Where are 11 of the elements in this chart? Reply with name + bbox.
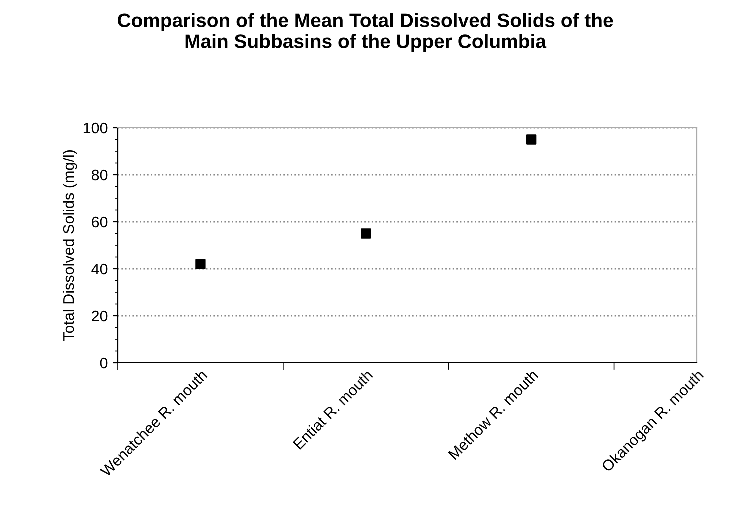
y-tick-label: 40 — [92, 264, 108, 275]
y-tick-label: 0 — [100, 358, 108, 369]
y-tick-label: 60 — [92, 216, 108, 228]
y-tick-label: 80 — [92, 170, 108, 181]
chart-title: Comparison of the Mean Total Dissolved Solids of the Main Subbasins of the Upper Columbia — [118, 13, 614, 52]
point — [526, 134, 537, 145]
y-axis-title: Total Dissolved Solids (mg/l) — [62, 150, 78, 342]
point — [196, 259, 206, 270]
y-tick-label: 20 — [92, 310, 108, 322]
y-tick-label: 100 — [84, 122, 108, 134]
point — [361, 228, 372, 239]
